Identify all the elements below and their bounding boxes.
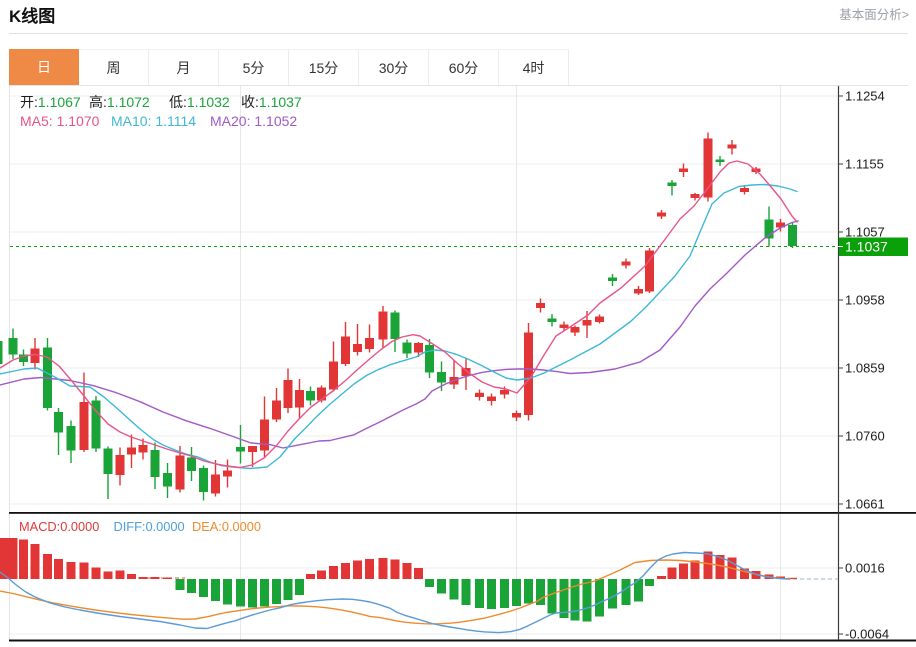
svg-text:1.1155: 1.1155 xyxy=(845,157,884,172)
svg-text:1.0958: 1.0958 xyxy=(845,293,885,308)
svg-text:1.0760: 1.0760 xyxy=(845,429,885,444)
svg-text:-0.0064: -0.0064 xyxy=(845,627,889,642)
svg-text:0.0016: 0.0016 xyxy=(845,561,885,576)
svg-text:MA5: 1.1070 MA10: 1.1114 MA2: MA5: 1.1070 MA10: 1.1114 MA20: 1.1052 xyxy=(20,113,297,129)
svg-text:1.1037: 1.1037 xyxy=(845,239,888,255)
svg-text:1.1057: 1.1057 xyxy=(845,225,885,240)
svg-text:1.0661: 1.0661 xyxy=(845,497,885,512)
svg-text:1.1254: 1.1254 xyxy=(845,89,885,104)
svg-text:1.0859: 1.0859 xyxy=(845,361,885,376)
